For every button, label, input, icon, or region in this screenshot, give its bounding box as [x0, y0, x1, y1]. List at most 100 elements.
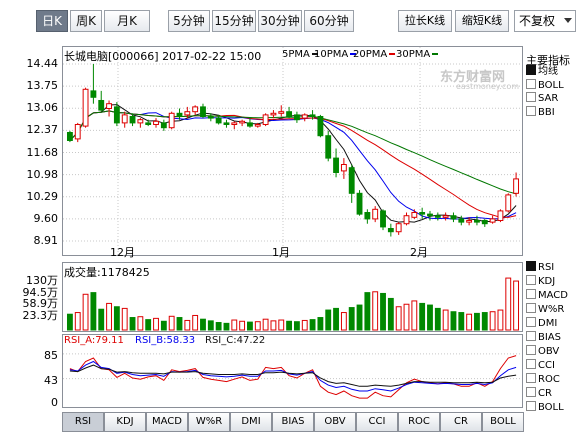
candle-body	[129, 115, 136, 124]
candle-body	[160, 122, 167, 129]
indicator-label: SAR	[538, 93, 559, 104]
candle-body	[309, 114, 316, 117]
volume-bar	[184, 319, 191, 331]
price-tick: 11.68	[26, 145, 59, 159]
candle-body	[325, 135, 332, 159]
sub-indicator-8[interactable]: ROC	[526, 373, 560, 386]
checkbox-icon	[526, 317, 536, 327]
candle-body	[497, 210, 504, 222]
candle-body	[278, 111, 285, 114]
ma-legend-3: 30PMA	[396, 49, 439, 60]
ma-legend-0: 5PMA	[282, 49, 318, 60]
candle-body	[207, 115, 214, 119]
bottom-tab-0[interactable]: RSI	[62, 412, 104, 432]
sub-indicator-6[interactable]: OBV	[526, 345, 559, 358]
volume-bar	[231, 319, 238, 331]
period-tab-1[interactable]: 周K	[70, 10, 102, 32]
checkbox-icon	[526, 92, 536, 102]
candle-body	[411, 212, 418, 218]
volume-bar	[442, 309, 449, 331]
rsi-panel[interactable]	[62, 334, 523, 408]
rsi-tick: 0	[51, 396, 58, 409]
checkbox-icon	[526, 65, 536, 75]
volume-bar	[489, 311, 496, 331]
bottom-tab-4[interactable]: DMI	[230, 412, 272, 432]
volume-bar	[372, 291, 379, 331]
price-tick: 13.75	[26, 79, 59, 93]
bottom-tab-8[interactable]: ROC	[398, 412, 440, 432]
candle	[223, 119, 230, 128]
volume-bar	[309, 319, 316, 331]
volume-bar	[168, 315, 175, 331]
bottom-tab-3[interactable]: W%R	[188, 412, 230, 432]
candle	[348, 164, 355, 203]
candle	[505, 193, 512, 213]
candle	[239, 119, 246, 127]
period-tab-4[interactable]: 15分钟	[212, 10, 256, 32]
price-tick: 12.37	[26, 123, 59, 137]
sub-indicator-10[interactable]: BOLL	[526, 401, 564, 414]
bottom-tab-7[interactable]: CCI	[356, 412, 398, 432]
sub-indicator-2[interactable]: MACD	[526, 289, 568, 302]
sub-indicator-5[interactable]: BIAS	[526, 331, 561, 344]
candle-body	[434, 215, 441, 218]
main-indicator-2[interactable]: SAR	[526, 92, 558, 105]
bottom-tab-5[interactable]: BIAS	[272, 412, 314, 432]
period-tab-0[interactable]: 日K	[36, 10, 68, 32]
candle-body	[215, 117, 222, 124]
candle-body	[262, 114, 269, 125]
sub-indicator-4[interactable]: DMI	[526, 317, 557, 330]
candle	[474, 215, 480, 226]
candle-body	[293, 114, 300, 121]
period-tab-2[interactable]: 月K	[104, 10, 150, 32]
bottom-tab-1[interactable]: KDJ	[104, 412, 146, 432]
sub-indicator-3[interactable]: W%R	[526, 303, 564, 316]
volume-bar	[333, 307, 339, 331]
bottom-tab-9[interactable]: CR	[440, 412, 482, 432]
period-tab-3[interactable]: 5分钟	[168, 10, 210, 32]
candle-body	[419, 212, 426, 215]
volume-bar	[317, 317, 324, 331]
main-indicator-1[interactable]: BOLL	[526, 78, 564, 92]
candle	[137, 118, 144, 128]
candle-body	[458, 218, 465, 223]
sub-indicator-9[interactable]: CR	[526, 387, 552, 400]
candle-body	[364, 212, 371, 220]
indicator-label: BIAS	[538, 332, 561, 343]
rsi-c-label: RSI_C:47.22	[205, 335, 266, 346]
main-indicator-3[interactable]: BBI	[526, 105, 555, 119]
bottom-tab-6[interactable]: OBV	[314, 412, 356, 432]
bottom-tab-2[interactable]: MACD	[146, 412, 188, 432]
sub-indicator-7[interactable]: CCI	[526, 359, 555, 372]
candle	[293, 111, 300, 123]
bottom-tab-10[interactable]: BOLL	[482, 412, 524, 432]
volume-bar	[481, 312, 488, 331]
rsi-a-label: RSI_A:79.11	[64, 335, 124, 346]
volume-bar	[395, 306, 402, 331]
stretch-kline-button[interactable]: 拉长K线	[398, 10, 452, 32]
main-indicator-0[interactable]: 均线	[526, 65, 558, 78]
volume-bar	[270, 320, 277, 331]
price-chart-panel[interactable]	[62, 46, 523, 256]
sub-indicator-0[interactable]: RSI	[526, 261, 554, 274]
fuquan-select[interactable]: 不复权	[514, 10, 576, 32]
sub-indicator-1[interactable]: KDJ	[526, 275, 555, 288]
candle	[427, 210, 433, 221]
candle	[387, 223, 394, 237]
volume-bar	[160, 320, 167, 331]
volume-bar	[74, 312, 81, 331]
volume-bar	[200, 318, 206, 331]
candle	[184, 106, 191, 119]
volume-bar	[247, 321, 253, 331]
candle-body	[301, 114, 308, 119]
shrink-kline-button[interactable]: 缩短K线	[455, 10, 509, 32]
candle	[153, 118, 159, 128]
period-tab-5[interactable]: 30分钟	[258, 10, 302, 32]
candle	[395, 222, 402, 235]
period-tab-6[interactable]: 60分钟	[304, 10, 354, 32]
candle-body	[231, 122, 238, 125]
candle	[192, 105, 199, 115]
volume-bar	[82, 293, 89, 331]
candle	[121, 111, 128, 128]
volume-bar	[380, 292, 386, 331]
